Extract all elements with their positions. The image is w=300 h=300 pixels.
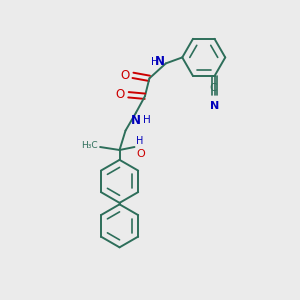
- Text: N: N: [155, 56, 165, 68]
- Text: N: N: [131, 114, 141, 127]
- Text: H: H: [136, 136, 143, 146]
- Text: H: H: [151, 57, 158, 67]
- Text: O: O: [120, 69, 129, 82]
- Text: H: H: [142, 115, 150, 125]
- Text: O: O: [116, 88, 125, 101]
- Text: H₃C: H₃C: [81, 141, 98, 150]
- Text: O: O: [136, 149, 145, 159]
- Text: N: N: [210, 101, 219, 111]
- Text: C: C: [210, 82, 217, 93]
